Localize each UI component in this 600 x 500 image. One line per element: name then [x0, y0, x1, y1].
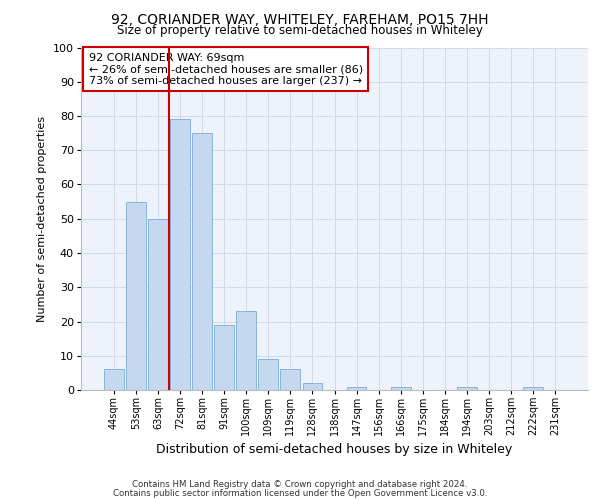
X-axis label: Distribution of semi-detached houses by size in Whiteley: Distribution of semi-detached houses by … [157, 444, 512, 456]
Text: 92 CORIANDER WAY: 69sqm
← 26% of semi-detached houses are smaller (86)
73% of se: 92 CORIANDER WAY: 69sqm ← 26% of semi-de… [89, 52, 363, 86]
Bar [302, 383, 322, 390]
Bar [192, 133, 212, 390]
Bar [236, 311, 256, 390]
Y-axis label: Number of semi-detached properties: Number of semi-detached properties [37, 116, 47, 322]
Text: 92, CORIANDER WAY, WHITELEY, FAREHAM, PO15 7HH: 92, CORIANDER WAY, WHITELEY, FAREHAM, PO… [111, 12, 489, 26]
Bar [347, 386, 367, 390]
Text: Contains public sector information licensed under the Open Government Licence v3: Contains public sector information licen… [113, 488, 487, 498]
Text: Size of property relative to semi-detached houses in Whiteley: Size of property relative to semi-detach… [117, 24, 483, 37]
Text: Contains HM Land Registry data © Crown copyright and database right 2024.: Contains HM Land Registry data © Crown c… [132, 480, 468, 489]
Bar [170, 120, 190, 390]
Bar [280, 370, 301, 390]
Bar [214, 325, 234, 390]
Bar [259, 359, 278, 390]
Bar [126, 202, 146, 390]
Bar [523, 386, 543, 390]
Bar [148, 219, 168, 390]
Bar [457, 386, 477, 390]
Bar [391, 386, 410, 390]
Bar [104, 370, 124, 390]
